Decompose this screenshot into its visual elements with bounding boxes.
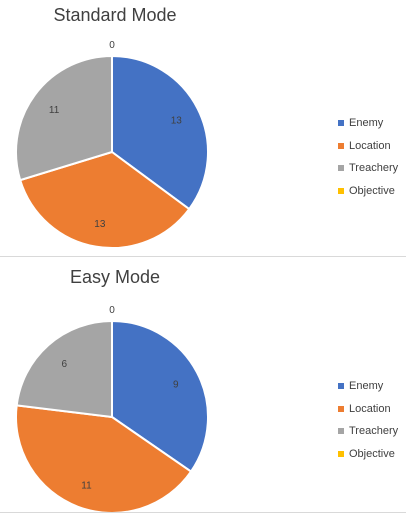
legend-item-treachery: Treachery [338,157,398,180]
legend-label: Treachery [349,425,399,438]
pie-slice-enemy [111,54,209,211]
pie-plot: 9 11 6 0 [15,305,209,514]
legend-label: Objective [349,184,395,197]
legend-swatch [338,187,344,194]
chart-divider [0,512,406,513]
data-label-treachery: 11 [49,105,60,116]
standard-mode-chart: Standard Mode 13 13 11 0 Enemy Location Tre… [0,0,406,256]
legend: Enemy Location Treachery Objective [338,375,398,465]
pie-slice-treachery [15,319,113,419]
legend-label: Enemy [349,380,384,393]
legend-item-location: Location [338,398,398,421]
legend-swatch [338,428,344,435]
legend-label: Objective [349,447,395,460]
data-label-objective: 0 [109,40,115,51]
legend-item-objective: Objective [338,180,398,203]
data-label-enemy: 9 [173,380,179,391]
legend-label: Treachery [349,162,399,175]
data-label-location: 13 [94,219,106,230]
pie-slice-enemy [111,319,209,473]
legend-swatch [338,450,344,457]
data-label-enemy: 13 [171,116,183,127]
legend-item-objective: Objective [338,443,398,466]
legend-label: Enemy [349,117,384,130]
chart-divider [0,256,406,257]
pie-plot: 13 13 11 0 [15,40,209,249]
chart-title: Standard Mode [53,5,177,25]
chart-title: Easy Mode [69,267,161,287]
legend-swatch [338,383,344,390]
pie-slice-location [15,404,193,514]
legend-label: Location [349,139,391,152]
data-label-location: 11 [81,480,92,491]
legend-label: Location [349,402,391,415]
data-label-objective: 0 [109,305,115,316]
data-label-treachery: 6 [61,359,67,370]
legend-item-location: Location [338,135,398,158]
pie-slice-location [18,150,191,249]
legend-item-enemy: Enemy [338,375,398,398]
legend: Enemy Location Treachery Objective [338,112,398,202]
legend-swatch [338,120,344,127]
legend-swatch [338,405,344,412]
easy-mode-chart: Easy Mode 9 11 6 0 Enemy Location Treachery… [0,260,406,514]
legend-swatch [338,142,344,149]
legend-item-enemy: Enemy [338,112,398,135]
legend-item-treachery: Treachery [338,420,398,443]
legend-swatch [338,165,344,172]
pie-slice-treachery [15,54,113,182]
